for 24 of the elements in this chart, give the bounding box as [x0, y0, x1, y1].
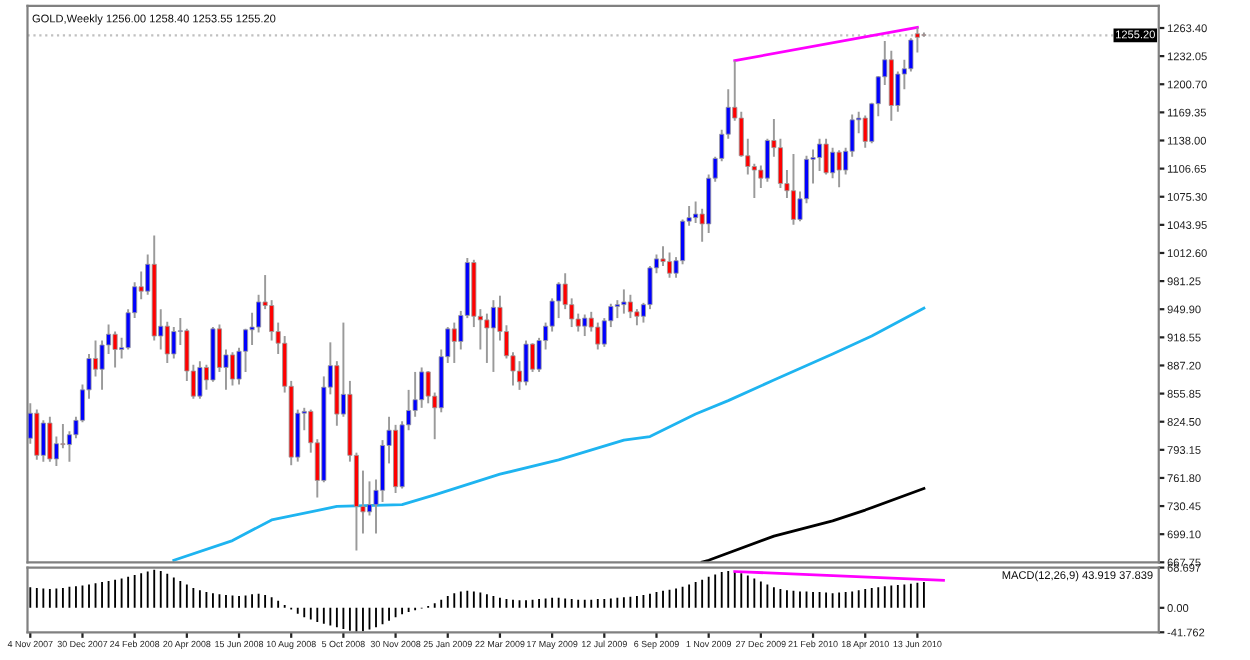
candlestick — [823, 137, 829, 176]
candlestick — [667, 251, 673, 279]
candlestick — [419, 366, 425, 409]
candlestick — [621, 288, 627, 315]
candlestick — [830, 146, 836, 180]
candlestick — [582, 313, 588, 338]
candlestick — [229, 351, 236, 387]
candlestick — [451, 321, 457, 364]
candlestick — [490, 299, 496, 373]
candlestick — [484, 312, 490, 364]
candlestick — [197, 360, 203, 400]
line-series — [172, 306, 926, 562]
candlestick — [836, 149, 842, 189]
candlestick — [171, 326, 177, 360]
candlestick — [693, 200, 699, 224]
line-series — [700, 487, 926, 563]
candlestick — [112, 330, 118, 369]
candlestick — [40, 419, 46, 463]
candlestick — [627, 293, 633, 320]
candlestick — [34, 408, 40, 461]
candlestick — [47, 415, 53, 463]
candlestick — [790, 152, 796, 226]
candlestick — [523, 339, 529, 387]
candlestick — [888, 49, 894, 122]
